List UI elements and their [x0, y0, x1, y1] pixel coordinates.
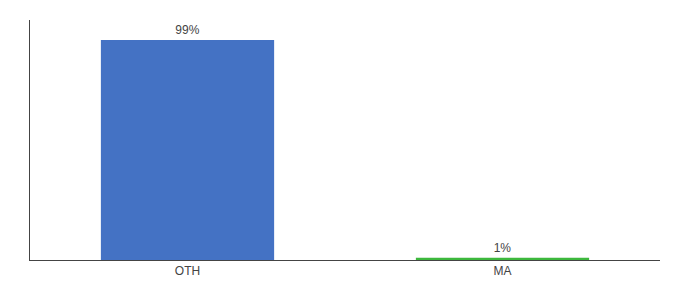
svg-text:OTH: OTH [175, 264, 200, 278]
svg-text:99%: 99% [175, 23, 199, 37]
svg-text:1%: 1% [494, 241, 512, 255]
svg-text:MA: MA [494, 264, 512, 278]
